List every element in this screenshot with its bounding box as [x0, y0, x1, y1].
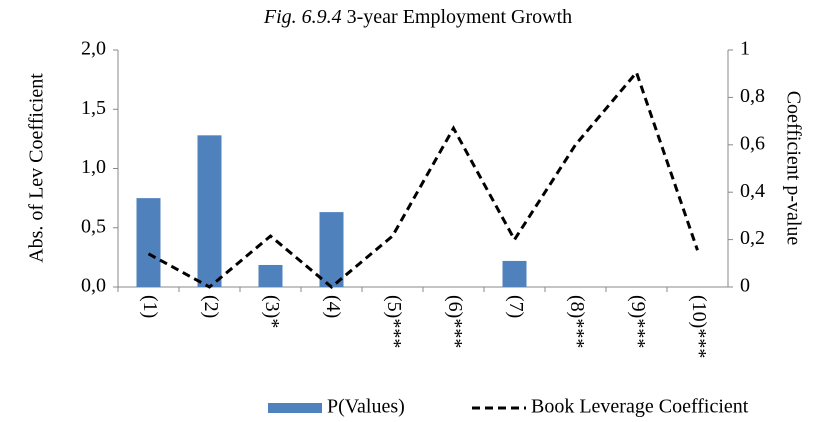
bar — [136, 198, 161, 287]
bar — [319, 212, 344, 287]
x-tick-label: (6)*** — [444, 295, 466, 348]
x-tick-label: (7) — [505, 295, 527, 318]
x-tick-label: (2) — [200, 295, 222, 318]
x-tick-label: (5)*** — [383, 295, 405, 348]
x-tick-label: (9)*** — [627, 295, 649, 348]
legend-label: P(Values) — [327, 396, 405, 418]
y2-tick-label: 0,4 — [740, 180, 765, 202]
y2-tick-label: 0,6 — [740, 132, 765, 154]
y2-axis-label: Coefficient p-value — [782, 91, 804, 246]
y2-tick-label: 1 — [740, 38, 750, 60]
y2-tick-label: 0,8 — [740, 85, 765, 107]
title-text: 3-year Employment Growth — [347, 6, 573, 28]
title-label: Fig. 6.9.4 — [263, 6, 342, 28]
x-tick-label: (1) — [139, 295, 161, 318]
bar — [197, 135, 222, 287]
x-tick-label: (4) — [322, 295, 344, 318]
y-tick-label: 0,5 — [81, 215, 106, 237]
y-tick-label: 1,0 — [81, 156, 106, 178]
y-tick-label: 1,5 — [81, 97, 106, 119]
x-tick-label: (3)* — [261, 295, 283, 328]
x-tick-label: (10)*** — [688, 295, 710, 358]
x-tick-label: (8)*** — [566, 295, 588, 348]
bar — [258, 264, 283, 287]
chart-title: Fig. 6.9.4 3-year Employment Growth — [263, 6, 572, 28]
y-axis-label: Abs. of Lev Coefficient — [26, 73, 48, 263]
legend-swatch — [268, 403, 322, 413]
y2-tick-label: 0 — [740, 275, 750, 297]
y-tick-label: 0,0 — [81, 275, 106, 297]
y2-tick-label: 0,2 — [740, 227, 765, 249]
line — [147, 69, 699, 289]
bar — [502, 260, 527, 287]
y-tick-label: 2,0 — [81, 38, 106, 60]
legend-label: Book Leverage Coefficient — [531, 396, 749, 418]
